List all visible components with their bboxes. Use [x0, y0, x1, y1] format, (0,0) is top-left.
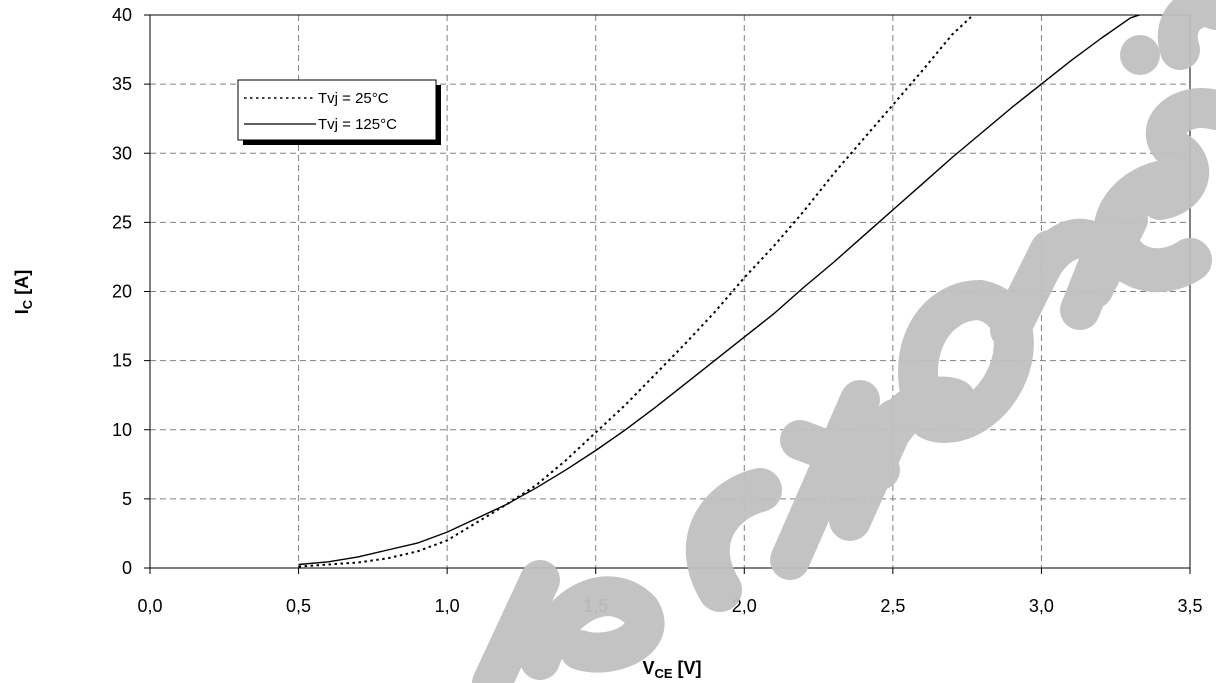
- watermark-stroke-e: [520, 576, 665, 680]
- x-tick-label: 3,0: [1029, 596, 1054, 616]
- watermark-stroke-s: [1140, 88, 1216, 220]
- x-tick-labels: 0,0 0,5 1,0 1,5 2,0 2,5 3,0 3,5: [137, 568, 1203, 616]
- x-tick-label: 1,0: [435, 596, 460, 616]
- series-line-25c: [298, 14, 974, 568]
- x-tick-label: 3,5: [1177, 596, 1202, 616]
- y-tick-label: 25: [112, 212, 132, 232]
- legend-label-125c: Tvj = 125°C: [318, 116, 397, 133]
- legend-box: [237, 79, 437, 141]
- y-tick-label: 5: [122, 489, 132, 509]
- legend: Tvj = 25°C Tvj = 125°C: [237, 79, 441, 145]
- y-axis-label-main: I: [12, 309, 32, 314]
- series-line-125c: [298, 14, 1140, 566]
- watermark-stroke-l: [472, 560, 560, 683]
- y-tick-label: 40: [112, 5, 132, 25]
- x-tick-label: 2,5: [880, 596, 905, 616]
- series-layer: [298, 14, 1140, 568]
- watermark-stroke-c: [685, 468, 782, 612]
- y-tick-label: 30: [112, 143, 132, 163]
- watermark: [472, 0, 1216, 683]
- y-tick-label: 15: [112, 351, 132, 371]
- y-tick-label: 20: [112, 282, 132, 302]
- x-axis-label-main: V: [642, 658, 654, 678]
- y-axis-label-unit: [A]: [12, 270, 32, 300]
- x-tick-label: 0,5: [286, 596, 311, 616]
- y-tick-label: 35: [112, 74, 132, 94]
- x-axis-label-unit: [V]: [673, 658, 702, 678]
- y-axis-label-sub: C: [20, 299, 35, 309]
- y-tick-labels: 0 5 10 15 20 25 30 35 40: [112, 5, 150, 578]
- y-axis-label: IC [A]: [12, 270, 35, 314]
- x-axis-label: VCE [V]: [642, 658, 701, 681]
- x-tick-label: 0,0: [137, 596, 162, 616]
- legend-label-25c: Tvj = 25°C: [318, 90, 389, 107]
- watermark-dot: [1120, 35, 1160, 75]
- y-tick-label: 0: [122, 558, 132, 578]
- y-tick-label: 10: [112, 420, 132, 440]
- x-axis-label-sub: CE: [654, 666, 672, 681]
- watermark-stroke-c3: [1157, 0, 1216, 70]
